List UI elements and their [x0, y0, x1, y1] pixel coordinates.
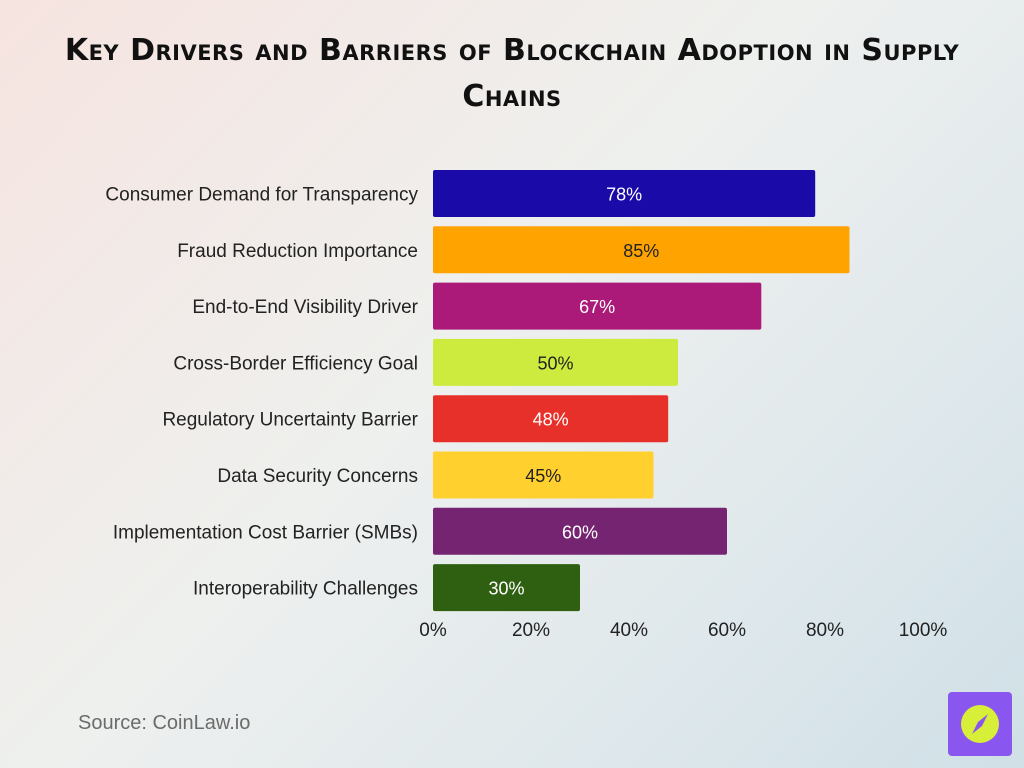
bar: [433, 338, 678, 386]
bar: [433, 451, 654, 499]
logo-icon: [948, 692, 1012, 756]
category-label: Fraud Reduction Importance: [177, 241, 418, 262]
category-label: Consumer Demand for Transparency: [105, 185, 418, 206]
bar: [433, 564, 580, 612]
x-tick-label: 80%: [806, 620, 844, 641]
category-label: Regulatory Uncertainty Barrier: [162, 410, 418, 431]
bar: [433, 395, 669, 443]
x-tick-label: 0%: [419, 620, 447, 641]
data-label: 48%: [533, 410, 569, 430]
data-label: 78%: [606, 185, 642, 205]
chart-title: Key Drivers and Barriers of Blockchain A…: [64, 33, 960, 114]
data-label: 30%: [488, 579, 524, 599]
x-tick-label: 20%: [512, 620, 550, 641]
data-label: 50%: [537, 353, 573, 373]
x-tick-label: 40%: [610, 620, 648, 641]
data-label: 60%: [562, 522, 598, 542]
data-label: 85%: [623, 241, 659, 261]
x-tick-label: 100%: [899, 620, 948, 641]
bar: [433, 226, 850, 274]
x-tick-label: 60%: [708, 620, 746, 641]
bar-chart: Consumer Demand for Transparency 78% Fraud…: [105, 170, 948, 641]
source-note: Source: CoinLaw.io: [78, 712, 251, 734]
category-label: End-to-End Visibility Driver: [192, 297, 418, 318]
category-label: Data Security Concerns: [217, 466, 418, 487]
category-label: Implementation Cost Barrier (SMBs): [113, 522, 418, 543]
category-label: Cross-Border Efficiency Goal: [173, 353, 418, 374]
category-label: Interoperability Challenges: [193, 579, 418, 600]
data-label: 45%: [525, 466, 561, 486]
data-label: 67%: [579, 297, 615, 317]
bar: [433, 282, 762, 330]
bar: [433, 170, 816, 217]
bar: [433, 507, 727, 555]
